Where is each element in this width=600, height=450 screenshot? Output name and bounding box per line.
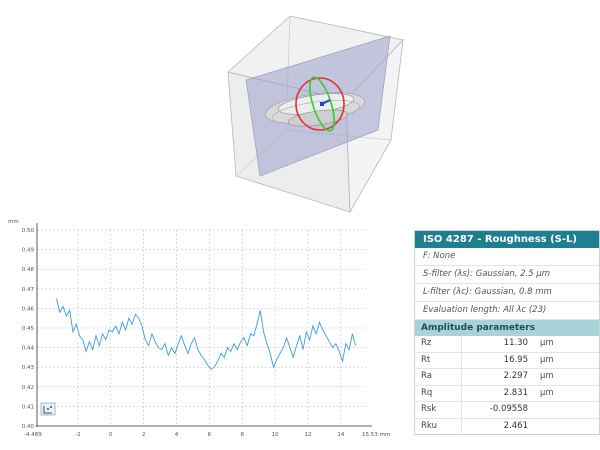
x-tick-label: 0	[109, 432, 113, 438]
x-end-label: 15.53 mm	[362, 432, 390, 438]
param-value: 16.95	[503, 354, 528, 365]
x-tick-label: 12	[304, 432, 311, 438]
param-unit: µm	[540, 354, 554, 365]
x-tick-label: -2	[75, 432, 80, 438]
panel-title: ISO 4287 - Roughness (S-L)	[415, 231, 599, 248]
filter-row: S-filter (λs): Gaussian, 2.5 µm	[415, 266, 599, 284]
legend-icon[interactable]	[40, 402, 56, 416]
param-name: Rsk	[415, 402, 462, 418]
param-value: 2.297	[503, 371, 528, 381]
param-name: Rz	[415, 336, 462, 352]
param-unit: µm	[540, 387, 554, 398]
param-value: 11.30	[503, 338, 528, 348]
y-tick-label: 0.40	[22, 424, 35, 430]
y-tick-label: 0.47	[22, 287, 35, 293]
param-name: Rq	[415, 385, 462, 401]
param-row: Ra 2.297 µm	[415, 369, 599, 386]
filter-row: L-filter (λc): Gaussian, 0.8 mm	[415, 284, 599, 302]
param-row: Rsk -0.09558	[415, 402, 599, 419]
rotation-gizmo[interactable]	[295, 75, 345, 134]
param-name: Rt	[415, 352, 462, 368]
y-tick-label: 0.49	[22, 248, 35, 254]
param-unit: µm	[540, 371, 554, 381]
x-tick-label: 6	[208, 432, 212, 438]
x-tick-label: 10	[272, 432, 279, 438]
param-unit	[536, 419, 580, 435]
y-tick-label: 0.41	[22, 404, 34, 410]
x-tick-label: 2	[142, 432, 146, 438]
param-row: Rku 2.461	[415, 418, 599, 435]
y-tick-label: 0.46	[22, 306, 35, 312]
param-value: 2.461	[503, 420, 528, 431]
y-tick-label: 0.43	[22, 365, 35, 371]
param-row: Rt 16.95 µm	[415, 352, 599, 369]
y-unit-label: mm	[8, 219, 19, 225]
param-value: 2.831	[503, 387, 528, 398]
profile-chart[interactable]: mm 0.40 0.41 0.42 0.43 0.44 0.45 0.46 0.47 0.48 0…	[0, 215, 400, 450]
param-name: Rku	[415, 418, 462, 434]
param-unit	[536, 402, 580, 418]
x-start-label: -4.489	[24, 432, 42, 438]
chart-grid	[37, 229, 366, 426]
param-unit: µm	[540, 338, 554, 348]
section-header: Amplitude parameters	[415, 320, 599, 336]
param-row: Rq 2.831 µm	[415, 385, 599, 402]
y-tick-label: 0.50	[22, 228, 35, 234]
surface-3d-view[interactable]	[0, 0, 600, 215]
y-tick-label: 0.44	[22, 346, 35, 352]
param-row: Rz 11.30 µm	[415, 336, 599, 353]
filter-row: F: None	[415, 248, 599, 266]
y-tick-label: 0.48	[22, 267, 35, 273]
filter-row: Evaluation length: All λc (23)	[415, 302, 599, 320]
x-tick-label: 14	[337, 432, 344, 438]
y-tick-label: 0.45	[22, 326, 35, 332]
profile-line	[56, 298, 357, 370]
param-name: Ra	[415, 369, 462, 385]
y-tick-label: 0.42	[22, 385, 34, 391]
x-tick-label: 8	[240, 432, 244, 438]
param-value: -0.09558	[489, 404, 528, 414]
parameter-panel: ISO 4287 - Roughness (S-L) F: None S-fil…	[414, 230, 600, 435]
x-tick-label: 4	[175, 432, 179, 438]
